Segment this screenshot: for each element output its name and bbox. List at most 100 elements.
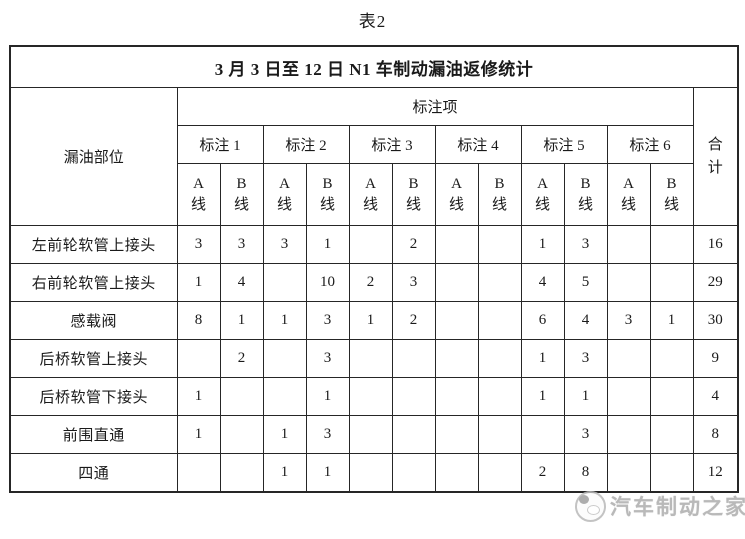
total-header: 合计 bbox=[692, 87, 739, 226]
value-cell: 2 bbox=[391, 225, 436, 264]
value-cell: 1 bbox=[520, 225, 565, 264]
table-caption: 表2 bbox=[358, 12, 387, 31]
value-cell: 4 bbox=[219, 263, 264, 302]
value-cell bbox=[176, 339, 221, 378]
table-row: 右前轮软管上接头 1 4 10 2 3 4 5 29 bbox=[9, 263, 739, 302]
annotation-header-1: 标注 1 bbox=[176, 125, 264, 164]
value-cell: 1 bbox=[176, 263, 221, 302]
value-cell bbox=[176, 453, 221, 493]
value-cell bbox=[262, 263, 307, 302]
value-cell: 3 bbox=[563, 225, 608, 264]
value-cell bbox=[649, 377, 694, 416]
repair-stats-table: 3 月 3 日至 12 日 N1 车制动漏油返修统计 漏油部位 标注项 合计 标… bbox=[9, 45, 740, 493]
table-row: 前围直通 1 1 3 3 8 bbox=[9, 415, 739, 454]
value-cell bbox=[649, 263, 694, 302]
value-cell: 1 bbox=[262, 415, 307, 454]
value-cell bbox=[262, 377, 307, 416]
value-cell bbox=[649, 339, 694, 378]
value-cell bbox=[391, 377, 436, 416]
watermark-text: 汽车制动之家 bbox=[610, 495, 745, 519]
row-total-cell: 4 bbox=[692, 377, 739, 416]
row-label: 前围直通 bbox=[9, 415, 178, 454]
value-cell bbox=[434, 339, 479, 378]
value-cell: 2 bbox=[348, 263, 393, 302]
row-label: 右前轮软管上接头 bbox=[9, 263, 178, 302]
value-cell bbox=[434, 377, 479, 416]
annotation-header-2: 标注 2 bbox=[262, 125, 350, 164]
value-cell: 3 bbox=[305, 339, 350, 378]
value-cell: 3 bbox=[606, 301, 651, 340]
value-cell bbox=[606, 339, 651, 378]
value-cell bbox=[477, 301, 522, 340]
value-cell bbox=[391, 415, 436, 454]
value-cell: 1 bbox=[262, 453, 307, 493]
row-total-cell: 30 bbox=[692, 301, 739, 340]
value-cell bbox=[434, 415, 479, 454]
value-cell: 3 bbox=[563, 339, 608, 378]
value-cell: 1 bbox=[305, 225, 350, 264]
value-cell bbox=[606, 263, 651, 302]
value-cell: 2 bbox=[520, 453, 565, 493]
value-cell bbox=[477, 415, 522, 454]
table-row: 后桥软管上接头 2 3 1 3 9 bbox=[9, 339, 739, 378]
value-cell bbox=[649, 225, 694, 264]
annotation-header-4: 标注 4 bbox=[434, 125, 522, 164]
annotation-header-3: 标注 3 bbox=[348, 125, 436, 164]
value-cell: 1 bbox=[305, 377, 350, 416]
value-cell bbox=[262, 339, 307, 378]
row-label: 左前轮软管上接头 bbox=[9, 225, 178, 264]
value-cell bbox=[649, 415, 694, 454]
value-cell: 2 bbox=[391, 301, 436, 340]
value-cell bbox=[606, 415, 651, 454]
row-label: 感载阀 bbox=[9, 301, 178, 340]
value-cell bbox=[434, 453, 479, 493]
annotation-group-header: 标注项 bbox=[176, 87, 694, 126]
value-cell: 1 bbox=[520, 377, 565, 416]
value-cell bbox=[477, 453, 522, 493]
value-cell: 3 bbox=[305, 301, 350, 340]
value-cell: 1 bbox=[176, 415, 221, 454]
value-cell bbox=[477, 377, 522, 416]
value-cell bbox=[219, 453, 264, 493]
value-cell: 1 bbox=[176, 377, 221, 416]
value-cell bbox=[649, 453, 694, 493]
value-cell: 3 bbox=[563, 415, 608, 454]
value-cell bbox=[434, 225, 479, 264]
value-cell: 10 bbox=[305, 263, 350, 302]
watermark-logo-icon bbox=[575, 490, 606, 522]
row-total-cell: 9 bbox=[692, 339, 739, 378]
table-title: 3 月 3 日至 12 日 N1 车制动漏油返修统计 bbox=[9, 45, 739, 88]
value-cell: 3 bbox=[391, 263, 436, 302]
value-cell bbox=[219, 377, 264, 416]
value-cell bbox=[606, 225, 651, 264]
value-cell: 3 bbox=[219, 225, 264, 264]
value-cell: 1 bbox=[348, 301, 393, 340]
value-cell: 8 bbox=[176, 301, 221, 340]
table-title-row: 3 月 3 日至 12 日 N1 车制动漏油返修统计 bbox=[9, 45, 739, 88]
value-cell: 1 bbox=[649, 301, 694, 340]
row-total-cell: 29 bbox=[692, 263, 739, 302]
value-cell: 5 bbox=[563, 263, 608, 302]
value-cell bbox=[606, 377, 651, 416]
value-cell bbox=[477, 225, 522, 264]
value-cell: 3 bbox=[305, 415, 350, 454]
annotation-header-row: 标注 1 标注 2 标注 3 标注 4 标注 5 标注 6 bbox=[10, 125, 738, 164]
annotation-header-5: 标注 5 bbox=[520, 125, 608, 164]
value-cell bbox=[434, 263, 479, 302]
value-cell bbox=[606, 453, 651, 493]
value-cell: 3 bbox=[262, 225, 307, 264]
row-total-cell: 16 bbox=[692, 225, 739, 264]
leak-location-header: 漏油部位 bbox=[9, 87, 178, 226]
header-group-row: 漏油部位 标注项 合计 bbox=[9, 87, 739, 226]
value-cell bbox=[391, 453, 436, 493]
row-total-cell: 8 bbox=[692, 415, 739, 454]
